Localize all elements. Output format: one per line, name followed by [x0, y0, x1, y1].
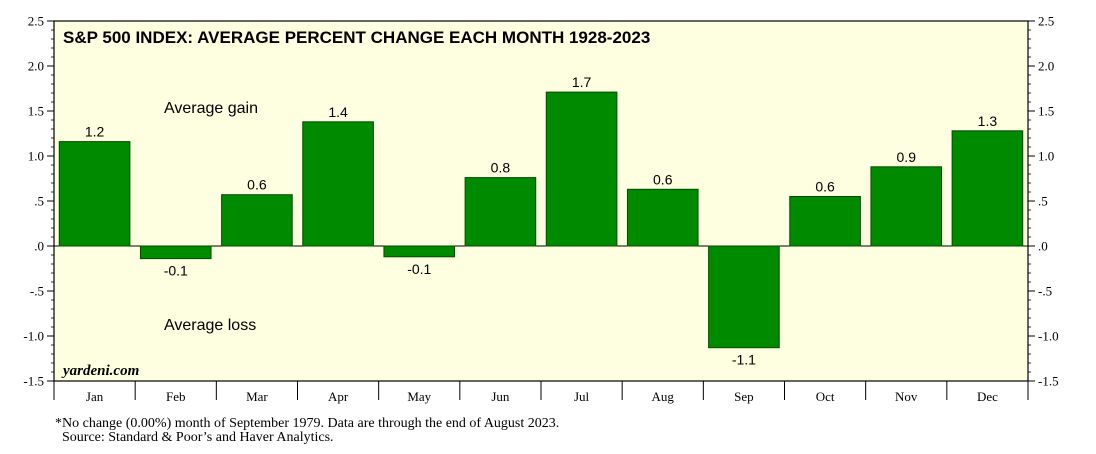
y-tick-label-left: .0 [34, 239, 44, 254]
y-axis-left: 2.5 2.0 1.5 1.0 .5 .0 -.5 -1.0 -1.5 [23, 14, 44, 389]
data-label-feb: -0.1 [164, 263, 188, 279]
data-label-jul: 1.7 [572, 74, 592, 90]
x-tick-label-dec: Dec [977, 389, 998, 404]
bar-jan [58, 141, 131, 247]
footnote-source: Source: Standard & Poor’s and Haver Anal… [62, 430, 334, 445]
y-tick-label-right: .0 [1038, 239, 1048, 254]
bar-apr [302, 121, 374, 247]
brand-watermark: yardeni.com [61, 363, 139, 379]
bar-sep [708, 245, 780, 349]
bar-dec [951, 130, 1024, 247]
chart-title: S&P 500 INDEX: AVERAGE PERCENT CHANGE EA… [63, 28, 650, 47]
y-tick-label-right: -1.5 [1038, 374, 1059, 389]
y-tick-label-left: -1.5 [23, 374, 44, 389]
y-tick-label-left: -.5 [30, 284, 44, 299]
y-tick-label-left: 2.0 [28, 59, 44, 74]
bar-may [383, 245, 456, 258]
data-labels: 1.2 -0.1 0.6 1.4 -0.1 0.8 1.7 0.6 -1.1 0.6 0.9 1.3 [85, 74, 998, 368]
x-tick-label-mar: Mar [246, 389, 268, 404]
data-label-nov: 0.9 [897, 149, 917, 165]
bar-mar [221, 194, 293, 247]
y-tick-label-left: -1.0 [23, 329, 44, 344]
x-tick-label-jan: Jan [86, 389, 104, 404]
data-label-may: -0.1 [407, 261, 431, 277]
plot-area [53, 20, 1029, 382]
data-label-aug: 0.6 [653, 171, 673, 187]
bar-aug [626, 188, 699, 247]
x-tick-label-aug: Aug [652, 389, 675, 404]
data-label-dec: 1.3 [978, 113, 998, 129]
data-label-oct: 0.6 [815, 179, 835, 195]
bar-feb [139, 245, 212, 260]
x-axis: Jan Feb Mar Apr May Jun Jul Aug Sep Oct Nov Dec [86, 389, 998, 404]
average-gain-annotation: Average gain [164, 100, 258, 117]
bar-jun [464, 177, 537, 247]
bar-nov [870, 166, 943, 247]
axis-ticks [47, 20, 1035, 400]
data-label-jun: 0.8 [491, 160, 511, 176]
data-label-mar: 0.6 [247, 177, 267, 193]
x-tick-label-nov: Nov [895, 389, 918, 404]
y-tick-label-right: 2.0 [1038, 59, 1054, 74]
y-tick-label-right: -.5 [1038, 284, 1052, 299]
y-tick-label-left: .5 [34, 194, 44, 209]
y-tick-label-right: 1.5 [1038, 104, 1054, 119]
bar-oct [789, 196, 861, 247]
x-tick-label-jul: Jul [574, 389, 590, 404]
x-tick-label-may: May [407, 389, 431, 404]
bars [58, 91, 1024, 349]
y-tick-label-left: 1.0 [28, 149, 44, 164]
y-tick-label-right: 2.5 [1038, 14, 1054, 29]
y-axis-right: 2.5 2.0 1.5 1.0 .5 .0 -.5 -1.0 -1.5 [1038, 14, 1059, 389]
y-tick-label-left: 2.5 [28, 14, 44, 29]
y-tick-label-right: .5 [1038, 194, 1048, 209]
x-tick-label-oct: Oct [816, 389, 835, 404]
data-label-jan: 1.2 [85, 124, 105, 140]
x-tick-label-feb: Feb [166, 389, 186, 404]
data-label-apr: 1.4 [328, 104, 348, 120]
bar-jul [545, 91, 618, 247]
average-loss-annotation: Average loss [164, 317, 256, 334]
x-tick-label-jun: Jun [491, 389, 510, 404]
y-tick-label-right: -1.0 [1038, 329, 1059, 344]
footnote-note: *No change (0.00%) month of September 19… [55, 416, 560, 431]
x-tick-label-sep: Sep [734, 389, 754, 404]
y-tick-label-left: 1.5 [28, 104, 44, 119]
x-tick-label-apr: Apr [328, 389, 349, 404]
y-tick-label-right: 1.0 [1038, 149, 1054, 164]
data-label-sep: -1.1 [732, 352, 756, 368]
